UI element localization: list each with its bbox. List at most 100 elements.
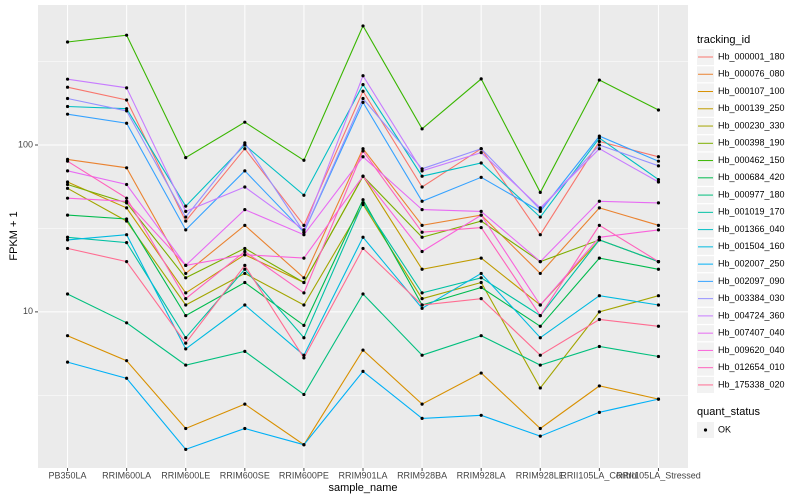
data-point [420,199,424,203]
data-point [597,78,601,82]
legend-label: Hb_000139_250 [718,103,785,113]
data-point [656,178,661,182]
data-point [125,199,129,203]
data-point [65,213,70,217]
data-point [479,256,483,260]
data-point [243,402,247,406]
data-point [302,228,306,232]
data-point [361,89,365,93]
legend-label: Hb_000398_190 [718,138,785,148]
data-point [479,297,483,301]
data-point [361,174,365,178]
data-point [243,267,247,271]
legend-key [703,428,708,432]
data-point [243,169,247,173]
data-point [479,271,483,276]
data-point [656,155,661,159]
data-point [656,164,661,168]
data-point [65,292,70,296]
data-point [361,149,365,153]
data-point [479,147,483,151]
data-point [302,356,306,360]
data-point [597,143,601,147]
data-point [361,348,365,352]
data-point [420,235,424,239]
legend-title: tracking_id [697,34,750,46]
data-point [597,139,601,144]
data-point [361,369,365,373]
data-point [656,294,661,298]
data-point [302,443,306,447]
data-point [65,159,70,163]
data-point [420,291,424,295]
data-point [479,371,483,375]
data-point [656,159,661,163]
data-point [243,426,247,431]
data-point [597,256,601,260]
data-point [65,169,70,173]
data-point [656,397,661,401]
data-point [302,256,306,260]
legend-label: Hb_000107_100 [718,86,785,96]
y-tick-label: 10 [23,306,33,316]
data-point [243,253,247,257]
data-point [184,341,188,345]
data-point [125,376,129,380]
data-point [65,112,70,116]
y-axis-title: FPKM + 1 [8,211,20,260]
data-point [361,83,365,87]
data-point [538,206,542,210]
x-tick-label: RRIM600SE [220,470,270,480]
data-point [479,151,483,155]
data-point [361,100,365,104]
data-point [597,199,601,203]
data-point [243,141,247,145]
data-point [243,246,247,251]
legend-label: Hb_001366_040 [718,224,785,234]
data-point [479,280,483,285]
data-point [479,219,483,223]
data-point [361,246,365,251]
data-point [420,169,424,173]
data-point [597,410,601,414]
data-point [125,98,129,102]
x-tick-label: RRIM600LA [102,470,151,480]
data-point [538,324,542,328]
data-point [65,85,70,89]
data-point [420,416,424,420]
data-point [243,280,247,285]
data-point [597,235,601,239]
data-point [656,201,661,205]
data-point [597,223,601,227]
data-point [538,190,542,194]
data-point [125,86,129,90]
data-point [420,297,424,301]
data-point [479,225,483,230]
data-point [656,260,661,264]
data-point [302,158,306,162]
data-point [125,206,129,210]
data-point [302,336,306,340]
data-point [125,121,129,125]
legend-label: Hb_000076_080 [718,69,785,79]
data-point [538,363,542,367]
legend-label: Hb_000684_420 [718,172,785,182]
data-point [243,185,247,189]
data-point [184,363,188,367]
data-point [597,134,601,138]
data-point [656,228,661,232]
x-tick-label: RRIM600LE [161,470,210,480]
data-point [65,196,70,200]
data-point [597,384,601,388]
data-point [361,201,365,205]
data-point [479,175,483,179]
data-point [184,276,188,280]
data-point [597,206,601,210]
data-point [125,182,129,187]
data-point [125,241,129,245]
data-point [420,185,424,189]
data-point [184,291,188,295]
data-point [479,276,483,280]
data-point [243,349,247,353]
